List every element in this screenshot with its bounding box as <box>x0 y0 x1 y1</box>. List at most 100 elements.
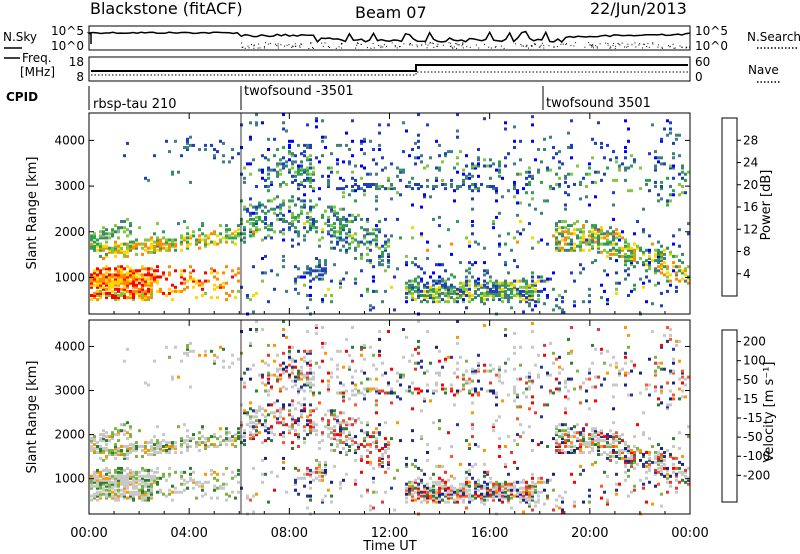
velocity-cell <box>627 371 630 375</box>
velocity-cell <box>300 373 303 377</box>
power-cell <box>108 285 111 289</box>
power-cell <box>426 285 429 289</box>
velocity-cell <box>321 500 324 504</box>
velocity-cell <box>537 353 540 357</box>
power-cell <box>513 279 516 283</box>
velocity-cell <box>96 492 99 496</box>
velocity-cell <box>606 453 609 456</box>
velocity-cell <box>522 494 525 498</box>
power-cell <box>480 294 483 297</box>
velocity-cell <box>462 385 465 389</box>
power-cell <box>465 176 468 180</box>
noise-dot <box>340 42 342 44</box>
velocity-cell <box>90 447 93 450</box>
power-cell <box>297 242 300 246</box>
velocity-cell <box>555 431 558 435</box>
velocity-cell <box>117 474 120 478</box>
velocity-cell <box>624 464 627 468</box>
velocity-cell <box>585 443 588 447</box>
noise-dot <box>450 45 452 47</box>
power-cell <box>498 164 501 168</box>
power-cell <box>537 148 540 151</box>
noise-dot <box>259 47 261 49</box>
velocity-cell <box>183 423 186 427</box>
power-cell <box>351 176 354 180</box>
power-cell <box>231 240 234 244</box>
velocity-cell <box>612 407 615 411</box>
power-cell <box>126 281 129 285</box>
velocity-cell <box>444 482 447 486</box>
velocity-cell <box>567 445 570 448</box>
velocity-cell <box>249 415 252 419</box>
velocity-cell <box>519 496 522 500</box>
velocity-cell <box>543 480 546 484</box>
power-cell <box>360 240 363 244</box>
velocity-cell <box>255 320 258 323</box>
power-cell <box>132 271 135 275</box>
velocity-cell <box>405 464 408 468</box>
power-cell <box>654 269 657 273</box>
velocity-cell <box>198 353 201 357</box>
velocity-cell <box>504 480 507 484</box>
velocity-cell <box>243 409 246 413</box>
power-cell <box>492 222 495 226</box>
power-cell <box>336 230 339 234</box>
power-cell <box>261 209 264 213</box>
noise-dot <box>277 47 279 49</box>
velocity-cell <box>357 391 360 395</box>
power-cell <box>630 164 633 168</box>
velocity-cell <box>183 351 186 355</box>
power-cell <box>609 252 612 256</box>
power-cell <box>141 267 144 271</box>
velocity-cell <box>333 409 336 413</box>
power-cell <box>471 275 474 279</box>
power-cell <box>681 185 684 188</box>
velocity-cell <box>450 488 453 492</box>
velocity-cell <box>141 449 144 452</box>
velocity-cell <box>135 470 138 474</box>
power-cell <box>321 277 324 281</box>
power-cell <box>132 269 135 273</box>
velocity-cell <box>549 389 552 393</box>
power-cell <box>96 269 99 273</box>
power-cell <box>450 289 453 293</box>
noise-dot <box>436 45 438 47</box>
velocity-cell <box>537 480 540 484</box>
power-cell <box>216 296 219 300</box>
velocity-cell <box>276 379 279 383</box>
velocity-cell <box>231 439 234 443</box>
power-cell <box>630 154 633 158</box>
power-cell <box>117 244 120 248</box>
power-cell <box>123 230 126 234</box>
velocity-cell <box>579 447 582 450</box>
power-cell <box>225 224 228 228</box>
velocity-cell <box>102 474 105 478</box>
power-cell <box>204 291 207 295</box>
velocity-cell <box>162 449 165 452</box>
velocity-cell <box>126 486 129 490</box>
velocity-cell <box>648 451 651 454</box>
power-cell <box>615 228 618 232</box>
velocity-cell <box>147 441 150 445</box>
velocity-cell <box>114 427 117 431</box>
velocity-cell <box>246 413 249 417</box>
power-cell <box>264 254 267 258</box>
velocity-cell <box>588 377 591 381</box>
noise-dot <box>456 47 458 49</box>
velocity-cell <box>618 373 621 377</box>
power-cell <box>153 269 156 273</box>
velocity-cell <box>552 488 555 492</box>
velocity-cell <box>318 447 321 450</box>
velocity-cell <box>465 359 468 363</box>
power-cell <box>156 265 159 269</box>
velocity-cell <box>606 474 609 478</box>
power-cell <box>654 254 657 258</box>
noise-dot <box>294 43 296 45</box>
velocity-cell <box>606 441 609 445</box>
power-cell <box>414 162 417 166</box>
velocity-cell <box>495 484 498 488</box>
power-cell <box>294 230 297 234</box>
power-cell <box>105 294 108 297</box>
power-cell <box>99 283 102 287</box>
power-cell <box>243 207 246 211</box>
